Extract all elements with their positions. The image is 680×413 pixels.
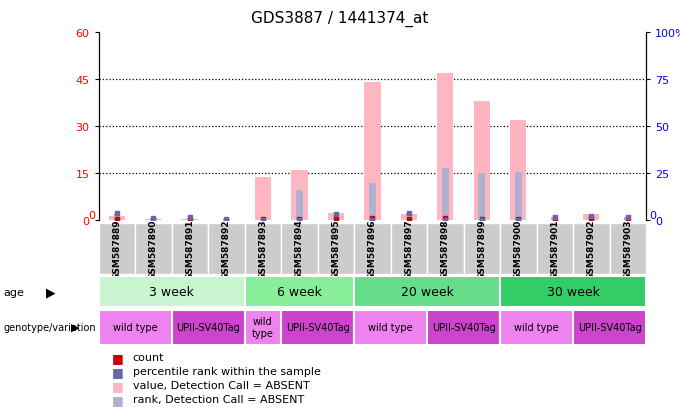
Text: 30 week: 30 week bbox=[547, 286, 600, 299]
Text: rank, Detection Call = ABSENT: rank, Detection Call = ABSENT bbox=[133, 394, 304, 404]
Text: GSM587901: GSM587901 bbox=[550, 218, 559, 279]
Bar bbox=[145, 219, 162, 221]
Bar bbox=[405, 214, 412, 221]
Bar bbox=[254, 177, 271, 221]
Bar bbox=[354, 310, 427, 345]
Bar bbox=[354, 277, 500, 308]
Bar bbox=[500, 223, 537, 275]
Bar bbox=[245, 277, 354, 308]
Bar bbox=[427, 310, 500, 345]
Bar bbox=[171, 310, 245, 345]
Bar bbox=[619, 220, 636, 221]
Text: GSM587897: GSM587897 bbox=[405, 218, 413, 279]
Bar bbox=[510, 121, 526, 221]
Bar bbox=[473, 102, 490, 221]
Text: age: age bbox=[3, 287, 24, 297]
Bar bbox=[171, 223, 208, 275]
Bar bbox=[208, 223, 245, 275]
Bar bbox=[245, 223, 281, 275]
Text: GSM587895: GSM587895 bbox=[331, 218, 340, 279]
Bar bbox=[479, 174, 485, 221]
Bar bbox=[624, 217, 631, 221]
Text: UPII-SV40Tag: UPII-SV40Tag bbox=[577, 322, 641, 332]
Text: 20 week: 20 week bbox=[401, 286, 454, 299]
Bar bbox=[109, 216, 125, 221]
Text: GSM587894: GSM587894 bbox=[295, 218, 304, 279]
Text: GSM587903: GSM587903 bbox=[624, 218, 632, 279]
Text: GSM587890: GSM587890 bbox=[149, 218, 158, 279]
Text: UPII-SV40Tag: UPII-SV40Tag bbox=[286, 322, 350, 332]
Bar bbox=[150, 218, 156, 221]
Bar bbox=[186, 218, 193, 221]
Text: UPII-SV40Tag: UPII-SV40Tag bbox=[176, 322, 240, 332]
Bar bbox=[427, 223, 464, 275]
Bar bbox=[296, 191, 303, 221]
Text: GSM587896: GSM587896 bbox=[368, 218, 377, 279]
Text: genotype/variation: genotype/variation bbox=[3, 322, 96, 332]
Bar bbox=[437, 74, 454, 221]
Bar bbox=[537, 223, 573, 275]
Text: value, Detection Call = ABSENT: value, Detection Call = ABSENT bbox=[133, 380, 309, 390]
Bar bbox=[99, 277, 245, 308]
Bar bbox=[547, 220, 563, 221]
Text: percentile rank within the sample: percentile rank within the sample bbox=[133, 366, 320, 376]
Text: 3 week: 3 week bbox=[149, 286, 194, 299]
Text: 6 week: 6 week bbox=[277, 286, 322, 299]
Bar bbox=[291, 171, 307, 221]
Text: GSM587892: GSM587892 bbox=[222, 218, 231, 279]
Bar bbox=[588, 216, 594, 221]
Text: ▶: ▶ bbox=[46, 286, 56, 299]
Bar bbox=[333, 214, 339, 221]
Bar bbox=[328, 213, 344, 221]
Text: ■: ■ bbox=[112, 365, 124, 378]
Text: count: count bbox=[133, 352, 164, 362]
Bar bbox=[500, 310, 573, 345]
Bar bbox=[245, 310, 281, 345]
Text: wild type: wild type bbox=[514, 322, 559, 332]
Bar bbox=[182, 219, 198, 221]
Text: wild
type: wild type bbox=[252, 316, 274, 338]
Bar bbox=[551, 217, 558, 221]
Text: GSM587898: GSM587898 bbox=[441, 218, 449, 279]
Text: ■: ■ bbox=[112, 379, 124, 392]
Text: ■: ■ bbox=[112, 393, 124, 406]
Bar bbox=[390, 223, 427, 275]
Bar bbox=[114, 214, 120, 221]
Bar bbox=[281, 223, 318, 275]
Bar bbox=[401, 215, 417, 221]
Text: GSM587900: GSM587900 bbox=[514, 219, 523, 279]
Bar bbox=[500, 277, 646, 308]
Text: GSM587889: GSM587889 bbox=[112, 218, 121, 279]
Bar bbox=[354, 223, 390, 275]
Text: GSM587899: GSM587899 bbox=[477, 218, 486, 279]
Bar bbox=[442, 169, 449, 221]
Bar bbox=[609, 223, 646, 275]
Text: GSM587893: GSM587893 bbox=[258, 218, 267, 279]
Text: GDS3887 / 1441374_at: GDS3887 / 1441374_at bbox=[252, 10, 428, 26]
Text: 0: 0 bbox=[649, 211, 656, 221]
Text: GSM587902: GSM587902 bbox=[587, 218, 596, 279]
Bar bbox=[515, 172, 522, 221]
Bar bbox=[135, 223, 171, 275]
Bar bbox=[218, 220, 235, 221]
Bar bbox=[318, 223, 354, 275]
Bar bbox=[573, 223, 609, 275]
Bar bbox=[281, 310, 354, 345]
Text: 0: 0 bbox=[88, 211, 95, 221]
Bar bbox=[573, 310, 646, 345]
Text: ■: ■ bbox=[112, 351, 124, 364]
Bar bbox=[99, 223, 135, 275]
Bar bbox=[369, 183, 375, 221]
Bar bbox=[583, 215, 600, 221]
Bar bbox=[223, 219, 230, 221]
Text: ▶: ▶ bbox=[71, 322, 80, 332]
Text: GSM587891: GSM587891 bbox=[186, 218, 194, 279]
Text: wild type: wild type bbox=[369, 322, 413, 332]
Bar bbox=[464, 223, 500, 275]
Bar bbox=[364, 83, 381, 221]
Text: wild type: wild type bbox=[113, 322, 157, 332]
Text: UPII-SV40Tag: UPII-SV40Tag bbox=[432, 322, 496, 332]
Bar bbox=[99, 310, 171, 345]
